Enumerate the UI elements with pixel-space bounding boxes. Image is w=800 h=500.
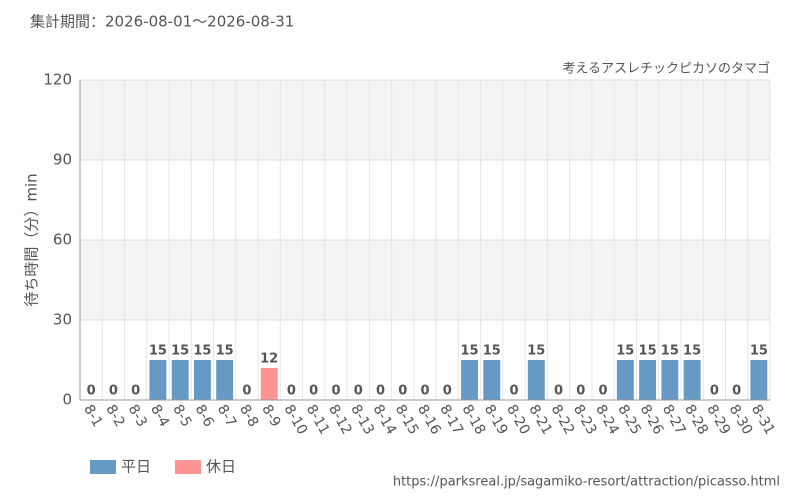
legend-label: 休日 (206, 458, 236, 476)
data-label: 15 (683, 344, 701, 359)
grid-band (80, 80, 770, 160)
data-label: 0 (732, 384, 741, 399)
bar (216, 360, 234, 400)
data-label: 15 (149, 344, 167, 359)
data-label: 0 (398, 384, 407, 399)
bar (171, 360, 189, 400)
data-label: 0 (420, 384, 429, 399)
data-label: 0 (510, 384, 519, 399)
data-label: 0 (376, 384, 385, 399)
data-label: 15 (616, 344, 634, 359)
data-label: 15 (639, 344, 657, 359)
data-label: 15 (527, 344, 545, 359)
x-tick-label: 8-5 (169, 402, 194, 430)
data-label: 0 (242, 384, 251, 399)
bar (193, 360, 211, 400)
data-label: 0 (443, 384, 452, 399)
bar (683, 360, 701, 400)
bar (461, 360, 478, 400)
data-label: 15 (193, 344, 211, 359)
chart-title: 集計期間：2026-08-01～2026-08-31 (30, 13, 294, 31)
y-tick-label: 30 (53, 311, 72, 329)
data-label: 15 (171, 344, 189, 359)
chart-subtitle: 考えるアスレチックピカソのタマゴ (562, 61, 770, 77)
data-label: 0 (554, 384, 563, 399)
y-tick-label: 60 (53, 231, 72, 249)
data-label: 0 (131, 384, 140, 399)
data-label: 0 (287, 384, 296, 399)
source-url: https://parksreal.jp/sagamiko-resort/att… (393, 475, 780, 490)
x-tick-label: 8-31 (748, 402, 778, 438)
data-label: 15 (216, 344, 234, 359)
legend-label: 平日 (121, 458, 151, 476)
x-tick-label: 8-3 (125, 402, 150, 430)
x-tick-label: 8-9 (258, 402, 283, 430)
data-label: 15 (483, 344, 501, 359)
legend-swatch (90, 460, 116, 474)
x-tick-label: 8-6 (191, 402, 216, 430)
bar (750, 360, 768, 400)
y-axis-label: 待ち時間（分）min (23, 173, 41, 306)
data-label: 15 (460, 344, 478, 359)
data-label: 0 (109, 384, 118, 399)
data-label: 0 (710, 384, 719, 399)
y-tick-label: 90 (53, 151, 72, 169)
bar (483, 360, 501, 400)
data-label: 0 (309, 384, 318, 399)
x-tick-label: 8-2 (102, 402, 127, 430)
bar (149, 360, 167, 400)
data-label: 0 (354, 384, 363, 399)
bar (527, 360, 545, 400)
y-tick-label: 120 (43, 71, 72, 89)
legend-swatch (175, 460, 201, 474)
x-tick-label: 8-8 (236, 402, 261, 430)
data-label: 0 (331, 384, 340, 399)
bar (616, 360, 634, 400)
bar (260, 368, 278, 400)
x-tick-label: 8-4 (147, 402, 172, 430)
data-label: 12 (260, 352, 278, 367)
grid-band (80, 240, 770, 320)
data-label: 15 (750, 344, 768, 359)
x-tick-label: 8-7 (214, 402, 239, 430)
data-label: 0 (87, 384, 96, 399)
data-label: 0 (599, 384, 608, 399)
bar (661, 360, 679, 400)
y-tick-label: 0 (62, 391, 72, 409)
data-label: 15 (661, 344, 679, 359)
bar (639, 360, 657, 400)
data-label: 0 (576, 384, 585, 399)
x-tick-label: 8-1 (80, 402, 105, 430)
